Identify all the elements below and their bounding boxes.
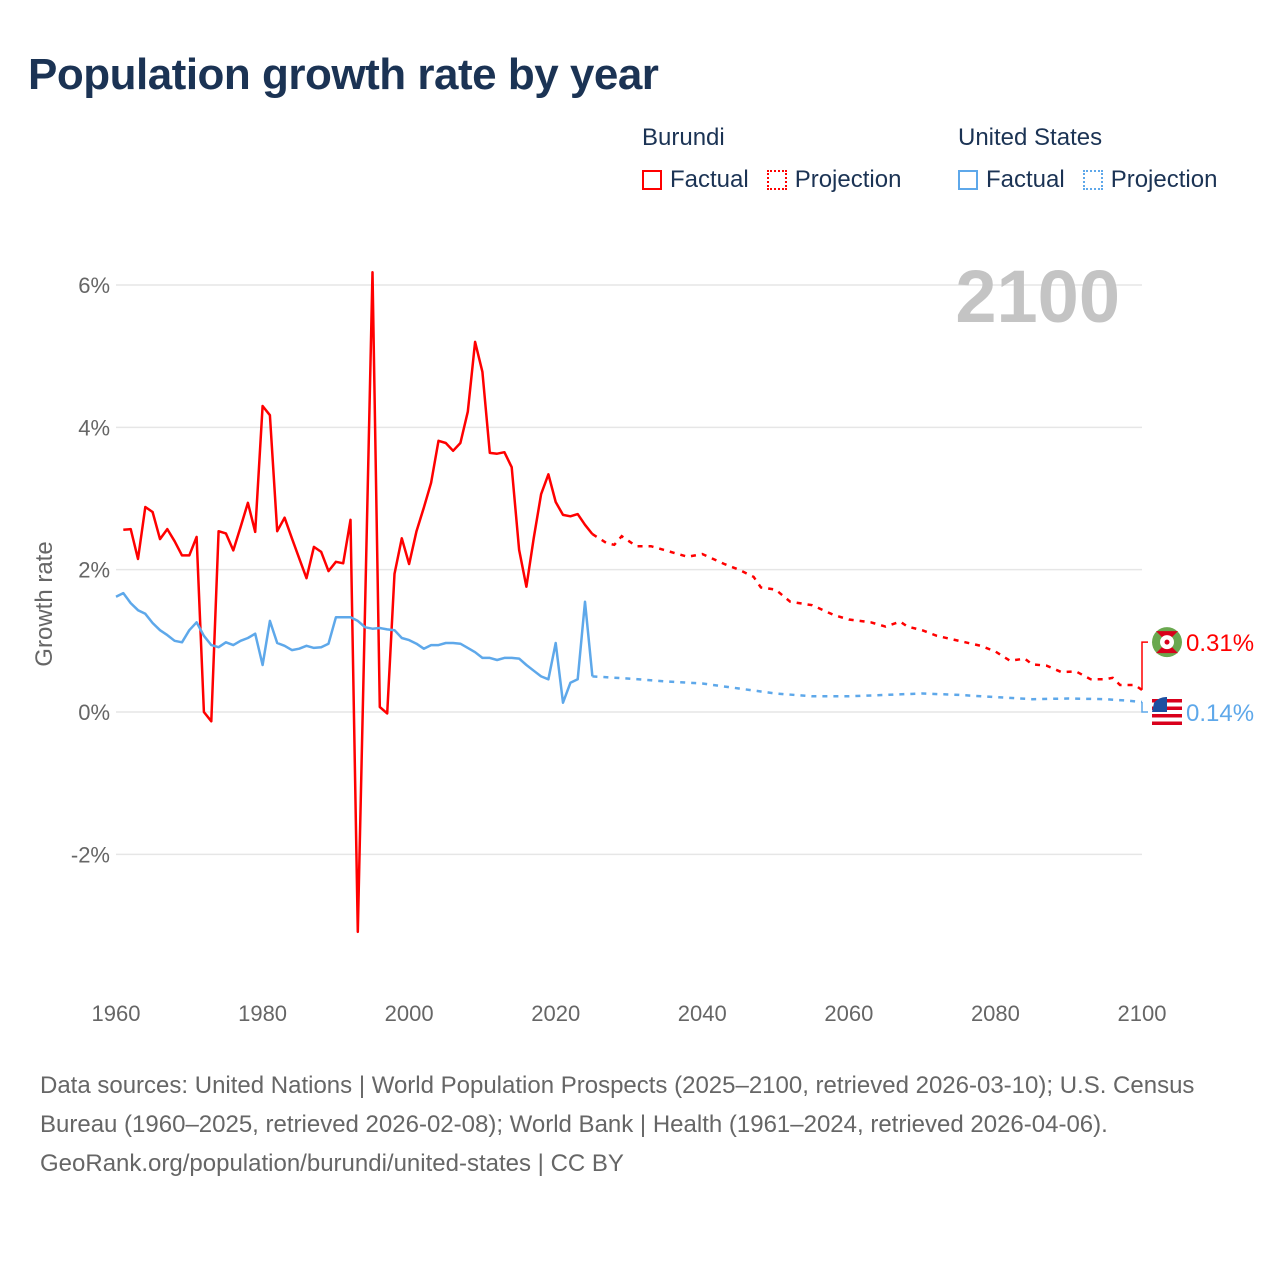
- x-tick-label: 1960: [92, 1001, 141, 1026]
- footer: Data sources: United Nations | World Pop…: [40, 1066, 1220, 1183]
- y-tick-label: 6%: [78, 273, 110, 298]
- legend-swatch-solid: [958, 170, 978, 190]
- x-tick-label: 1980: [238, 1001, 287, 1026]
- y-tick-label: 0%: [78, 700, 110, 725]
- burundi-flag-icon: [1152, 627, 1182, 658]
- y-tick-label: 4%: [78, 415, 110, 440]
- legend-country-label: Burundi: [642, 124, 725, 151]
- flag-canton: [1152, 696, 1167, 712]
- legend-us-projection[interactable]: Projection: [1082, 166, 1218, 194]
- legend-label: Projection: [794, 166, 902, 193]
- legend-united-states: United States Factual Projection: [958, 124, 1235, 194]
- chart-title: Population growth rate by year: [28, 50, 659, 99]
- end-label-connector: [1141, 702, 1148, 713]
- year-watermark: 2100: [955, 255, 1120, 338]
- legend-swatch-dotted: [766, 170, 787, 190]
- end-label-connector: [1141, 641, 1148, 690]
- y-tick-label: 2%: [78, 558, 110, 583]
- series-1-projection-line: [592, 675, 1143, 704]
- x-tick-label: 2020: [531, 1001, 580, 1026]
- legend-label: Factual: [670, 166, 749, 193]
- flag-star: [1164, 639, 1170, 645]
- legend-burundi-projection[interactable]: Projection: [766, 166, 902, 194]
- x-tick-label: 2080: [971, 1001, 1020, 1026]
- legend-label: Projection: [1110, 166, 1218, 193]
- legend-swatch-solid: [642, 170, 662, 190]
- flag-stripe: [1152, 714, 1182, 718]
- x-tick-label: 2060: [824, 1001, 873, 1026]
- series-1-factual-line: [115, 591, 594, 704]
- legend-us-factual[interactable]: Factual: [958, 166, 1065, 194]
- end-value-label: 0.31%: [1186, 630, 1254, 657]
- legend-label: Factual: [986, 166, 1065, 193]
- us-flag-icon: [1152, 696, 1182, 727]
- legend-swatch-dotted: [1082, 170, 1103, 190]
- data-sources: Data sources: United Nations | World Pop…: [40, 1072, 1195, 1138]
- credit-link[interactable]: GeoRank.org/population/burundi/united-st…: [40, 1150, 624, 1177]
- y-axis-label: Growth rate: [31, 541, 58, 666]
- legend-burundi: Burundi Factual Projection: [642, 124, 919, 194]
- end-value-label: 0.14%: [1186, 700, 1254, 727]
- legend-country-label: United States: [958, 124, 1103, 151]
- legend-burundi-factual[interactable]: Factual: [642, 166, 749, 194]
- x-tick-label: 2100: [1118, 1001, 1167, 1026]
- y-tick-label: -2%: [71, 842, 110, 867]
- line-chart: -2% 0% 2% 4% 6% 1960 1980 2000 2020 2040 2060 2080 2…: [31, 255, 1254, 1026]
- x-tick-label: 2000: [385, 1001, 434, 1026]
- series-0-factual-line: [123, 270, 594, 934]
- x-tick-label: 2040: [678, 1001, 727, 1026]
- flag-stripe: [1152, 721, 1182, 725]
- series-0-projection-line: [591, 533, 1143, 691]
